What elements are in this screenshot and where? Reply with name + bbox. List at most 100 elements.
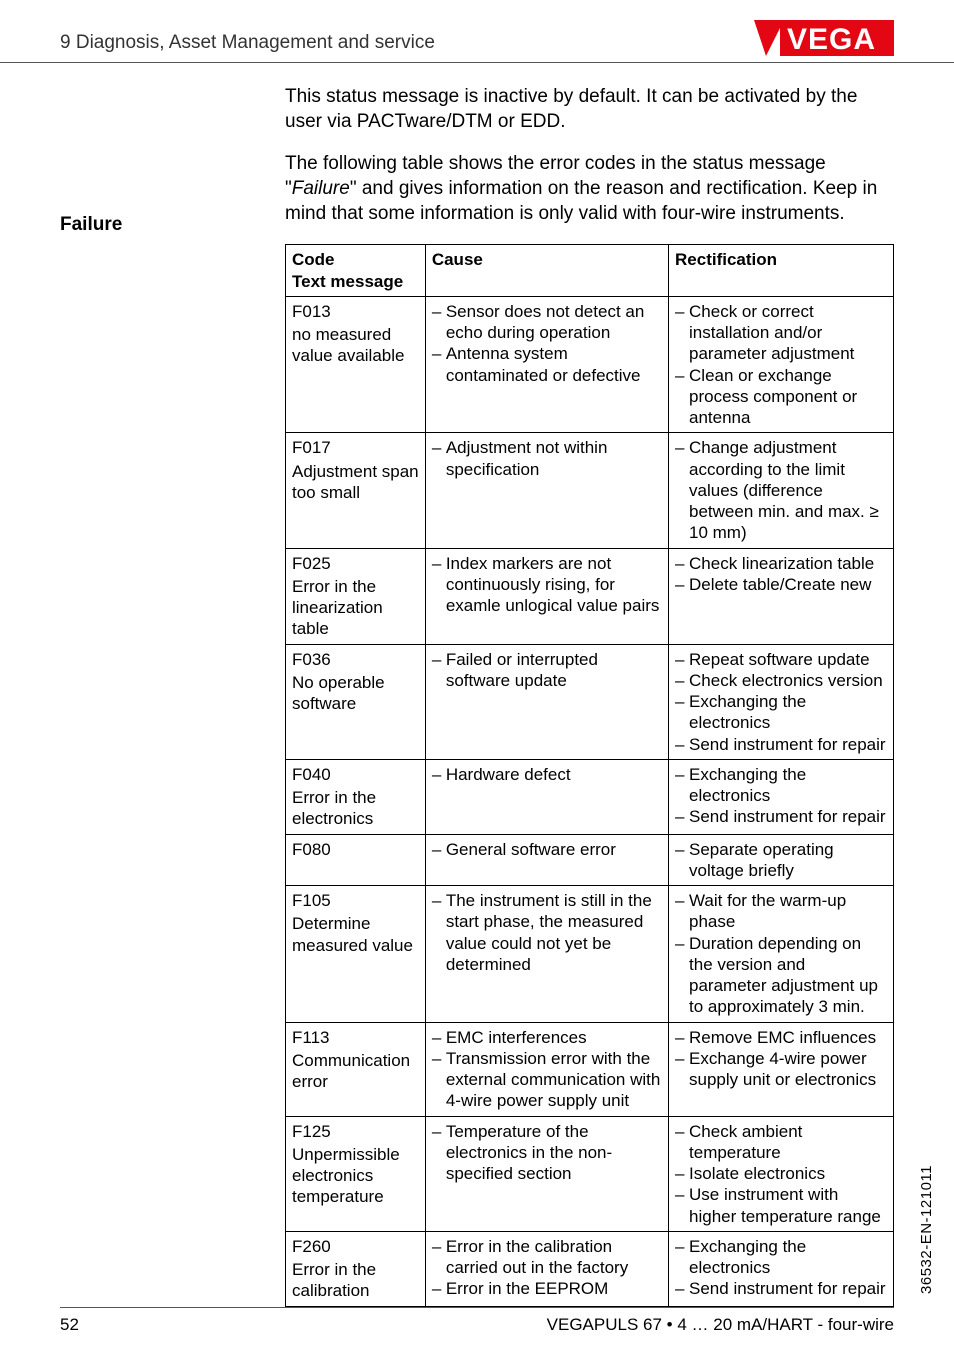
- code-id: F017: [292, 437, 419, 458]
- rect-item: Repeat software update: [675, 649, 887, 670]
- failure-codes-table: Code Text message Cause Rectification F0…: [285, 244, 894, 1306]
- cell-code: F080: [286, 834, 426, 886]
- cell-code: F260Error in the calibration: [286, 1231, 426, 1306]
- th-rect: Rectification: [669, 245, 894, 297]
- cell-code: F025Error in the linearization table: [286, 548, 426, 644]
- cell-code: F013no measured value available: [286, 296, 426, 433]
- rect-item: Check ambient temperature: [675, 1121, 887, 1164]
- code-id: F113: [292, 1027, 419, 1048]
- code-desc: no measured value available: [292, 324, 419, 367]
- section-title: 9 Diagnosis, Asset Management and servic…: [60, 31, 435, 56]
- cause-item: Sensor does not detect an echo during op…: [432, 301, 662, 344]
- table-row: F017 Adjustment span too small Adjustment …: [286, 433, 894, 548]
- code-id: F105: [292, 890, 419, 911]
- cell-code: F040Error in the electronics: [286, 759, 426, 834]
- cell-rect: Exchanging the electronicsSend instrumen…: [669, 759, 894, 834]
- cell-code: F125Unpermissible electronics temperatur…: [286, 1116, 426, 1231]
- code-id: F036: [292, 649, 419, 670]
- cause-item: Error in the EEPROM: [432, 1278, 662, 1299]
- th-code-text: Code: [292, 249, 419, 270]
- table-row: F025Error in the linearization tableInde…: [286, 548, 894, 644]
- cause-item: Temperature of the electronics in the no…: [432, 1121, 662, 1185]
- cell-rect: Check or correct installation and/or par…: [669, 296, 894, 433]
- intro-paragraph-1: This status message is inactive by defau…: [285, 85, 894, 134]
- rect-item: Change adjustment according to the limit…: [675, 437, 887, 543]
- rect-item: Isolate electronics: [675, 1163, 887, 1184]
- cell-cause: Temperature of the electronics in the no…: [425, 1116, 668, 1231]
- th-textmsg-text: Text message: [292, 271, 419, 292]
- code-desc: Error in the electronics: [292, 787, 419, 830]
- cell-code: F113Communication error: [286, 1022, 426, 1116]
- cell-cause: General software error: [425, 834, 668, 886]
- code-desc: Communication error: [292, 1050, 419, 1093]
- code-id: F260: [292, 1236, 419, 1257]
- code-desc: Error in the calibration: [292, 1259, 419, 1302]
- rect-item: Exchanging the electronics: [675, 764, 887, 807]
- cell-code: F036No operable software: [286, 644, 426, 759]
- cell-cause: Adjustment not within specification: [425, 433, 668, 548]
- code-desc: Adjustment span too small: [292, 461, 419, 504]
- intro2-italic: Failure: [292, 178, 350, 199]
- code-desc: Determine measured value: [292, 913, 419, 956]
- cause-item: Adjustment not within specification: [432, 437, 662, 480]
- table-row: F080 General software error Separate opera…: [286, 834, 894, 886]
- cell-rect: Remove EMC influencesExchange 4-wire pow…: [669, 1022, 894, 1116]
- th-code: Code Text message: [286, 245, 426, 297]
- svg-text:VEGA: VEGA: [787, 23, 876, 56]
- table-row: F040Error in the electronics Hardware def…: [286, 759, 894, 834]
- cell-cause: EMC interferencesTransmission error with…: [425, 1022, 668, 1116]
- cause-item: EMC interferences: [432, 1027, 662, 1048]
- table-row: F260Error in the calibrationError in the…: [286, 1231, 894, 1306]
- cell-cause: The instrument is still in the start pha…: [425, 886, 668, 1023]
- rect-item: Check electronics version: [675, 670, 887, 691]
- rect-item: Check or correct installation and/or par…: [675, 301, 887, 365]
- rect-item: Send instrument for repair: [675, 1278, 887, 1299]
- rect-item: Clean or exchange process component or a…: [675, 365, 887, 429]
- cell-code: F105Determine measured value: [286, 886, 426, 1023]
- cause-item: Hardware defect: [432, 764, 662, 785]
- product-footer: VEGAPULS 67 • 4 … 20 mA/HART - four-wire: [547, 1314, 894, 1336]
- rect-item: Exchange 4-wire power supply unit or ele…: [675, 1048, 887, 1091]
- cell-rect: Change adjustment according to the limit…: [669, 433, 894, 548]
- rect-item: Exchanging the electronics: [675, 691, 887, 734]
- cause-item: Antenna system contaminated or defective: [432, 343, 662, 386]
- cell-rect: Check ambient temperatureIsolate electro…: [669, 1116, 894, 1231]
- table-row: F013no measured value availableSensor do…: [286, 296, 894, 433]
- code-desc: Unpermissible electronics temperature: [292, 1144, 419, 1208]
- rect-item: Send instrument for repair: [675, 734, 887, 755]
- cell-cause: Sensor does not detect an echo during op…: [425, 296, 668, 433]
- code-desc: No operable software: [292, 672, 419, 715]
- intro2-post: " and gives information on the reason an…: [285, 178, 877, 224]
- cell-cause: Hardware defect: [425, 759, 668, 834]
- cause-item: General software error: [432, 839, 662, 860]
- page-number: 52: [60, 1314, 79, 1336]
- sidebar-failure-label: Failure: [60, 213, 122, 238]
- table-row: F113Communication errorEMC interferences…: [286, 1022, 894, 1116]
- code-id: F040: [292, 764, 419, 785]
- cause-item: Error in the calibration carried out in …: [432, 1236, 662, 1279]
- rect-item: Separate operating voltage briefly: [675, 839, 887, 882]
- rect-item: Duration depending on the version and pa…: [675, 933, 887, 1018]
- code-desc: Error in the linearization table: [292, 576, 419, 640]
- cell-cause: Index markers are not continuously risin…: [425, 548, 668, 644]
- cell-rect: Check linearization tableDelete table/Cr…: [669, 548, 894, 644]
- cell-rect: Wait for the warm-up phaseDuration depen…: [669, 886, 894, 1023]
- rect-item: Delete table/Create new: [675, 574, 887, 595]
- cell-cause: Failed or interrupted software update: [425, 644, 668, 759]
- table-row: F036No operable softwareFailed or interr…: [286, 644, 894, 759]
- cause-item: Transmission error with the external com…: [432, 1048, 662, 1112]
- table-row: F125Unpermissible electronics temperatur…: [286, 1116, 894, 1231]
- doc-id-vertical: 36532-EN-121011: [917, 1165, 937, 1294]
- cause-item: The instrument is still in the start pha…: [432, 890, 662, 975]
- cell-rect: Exchanging the electronicsSend instrumen…: [669, 1231, 894, 1306]
- rect-item: Use instrument with higher temperature r…: [675, 1184, 887, 1227]
- th-cause: Cause: [425, 245, 668, 297]
- rect-item: Check linearization table: [675, 553, 887, 574]
- code-id: F013: [292, 301, 419, 322]
- intro-paragraph-2: The following table shows the error code…: [285, 152, 894, 226]
- vega-logo: VEGA: [754, 20, 894, 56]
- table-row: F105Determine measured valueThe instrume…: [286, 886, 894, 1023]
- cause-item: Failed or interrupted software update: [432, 649, 662, 692]
- code-id: F125: [292, 1121, 419, 1142]
- cause-item: Index markers are not continuously risin…: [432, 553, 662, 617]
